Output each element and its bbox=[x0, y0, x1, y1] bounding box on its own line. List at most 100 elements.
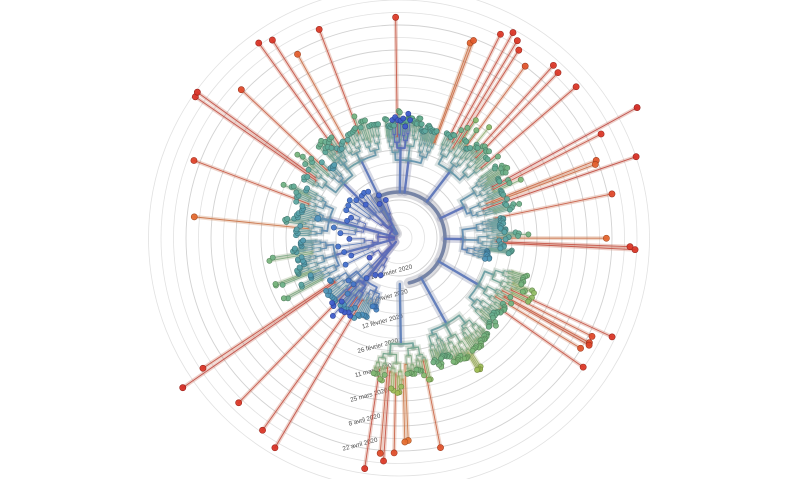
tree-branch[interactable] bbox=[494, 209, 511, 214]
tree-branch[interactable] bbox=[301, 205, 315, 212]
tree-branch[interactable] bbox=[468, 283, 480, 303]
tree-branch[interactable] bbox=[388, 342, 402, 356]
tree-branch[interactable] bbox=[420, 143, 426, 153]
tree-branch[interactable] bbox=[371, 124, 375, 137]
tree-branch[interactable] bbox=[335, 167, 343, 177]
tree-branch[interactable] bbox=[466, 352, 478, 371]
tree-branch[interactable] bbox=[512, 283, 535, 294]
tree-branch[interactable] bbox=[453, 346, 458, 355]
tree-branch[interactable] bbox=[442, 144, 448, 151]
tree-branch[interactable] bbox=[487, 191, 495, 195]
tree-branch[interactable] bbox=[345, 209, 361, 222]
tree-branch[interactable] bbox=[497, 234, 506, 237]
tip-node[interactable] bbox=[235, 399, 243, 407]
tree-branch[interactable] bbox=[470, 211, 478, 217]
tip-node[interactable] bbox=[304, 173, 311, 180]
tip-node[interactable] bbox=[335, 243, 342, 250]
tip-node[interactable] bbox=[495, 153, 501, 160]
tip-node[interactable] bbox=[608, 333, 616, 341]
tree-branch[interactable] bbox=[308, 169, 318, 178]
tip-node[interactable] bbox=[492, 322, 499, 329]
tree-branch[interactable] bbox=[455, 353, 459, 359]
tree-branch[interactable] bbox=[343, 156, 348, 165]
tree-branch[interactable] bbox=[357, 296, 369, 316]
tip-node[interactable] bbox=[377, 376, 383, 382]
tree-branch[interactable] bbox=[315, 194, 324, 201]
tree-branch[interactable] bbox=[464, 148, 468, 153]
tip-node[interactable] bbox=[516, 201, 523, 207]
tree-branch[interactable] bbox=[482, 307, 490, 315]
tip-node[interactable] bbox=[279, 281, 286, 288]
tip-node[interactable] bbox=[407, 117, 414, 123]
tree-branch[interactable] bbox=[400, 379, 403, 388]
tree-branch[interactable] bbox=[485, 172, 507, 185]
tip-node[interactable] bbox=[345, 202, 352, 209]
tree-branch[interactable] bbox=[448, 136, 452, 141]
tree-branch[interactable] bbox=[488, 191, 503, 199]
tip-node[interactable] bbox=[383, 116, 390, 123]
tip-node[interactable] bbox=[308, 155, 315, 162]
tree-branch[interactable] bbox=[446, 335, 453, 344]
tree-branch[interactable] bbox=[477, 239, 483, 244]
tree-branch[interactable] bbox=[348, 263, 372, 281]
tree-branch[interactable] bbox=[392, 362, 397, 369]
tip-node[interactable] bbox=[272, 281, 279, 287]
tree-branch[interactable] bbox=[404, 133, 409, 142]
tip-node[interactable] bbox=[304, 185, 310, 192]
tree-branch[interactable] bbox=[492, 230, 502, 233]
tree-branch[interactable] bbox=[489, 305, 495, 312]
tree-branch[interactable] bbox=[462, 238, 480, 242]
tree-branch[interactable] bbox=[427, 139, 431, 147]
tip-node[interactable] bbox=[299, 153, 306, 160]
tree-branch[interactable] bbox=[440, 351, 444, 356]
tree-branch[interactable] bbox=[414, 129, 420, 141]
tree-branch[interactable] bbox=[492, 194, 504, 200]
tree-branch[interactable] bbox=[324, 264, 337, 270]
tree-branch[interactable] bbox=[391, 137, 394, 148]
tree-branch[interactable] bbox=[463, 206, 473, 215]
tree-branch[interactable] bbox=[405, 355, 409, 365]
tip-node[interactable] bbox=[505, 250, 512, 257]
tip-node[interactable] bbox=[338, 298, 345, 305]
tip-node[interactable] bbox=[388, 385, 395, 392]
tree-branch[interactable] bbox=[490, 220, 503, 224]
tree-branch[interactable] bbox=[492, 133, 602, 190]
tip-node[interactable] bbox=[314, 215, 322, 222]
tip-node[interactable] bbox=[502, 169, 509, 176]
tree-branch[interactable] bbox=[297, 271, 302, 274]
tip-node[interactable] bbox=[344, 290, 351, 297]
tree-branch[interactable] bbox=[486, 203, 493, 206]
tip-node[interactable] bbox=[298, 281, 305, 288]
tree-branch[interactable] bbox=[476, 184, 482, 188]
tree-branch[interactable] bbox=[283, 278, 323, 299]
tip-node[interactable] bbox=[515, 233, 521, 239]
tree-branch[interactable] bbox=[477, 256, 486, 260]
tip-node[interactable] bbox=[390, 449, 398, 457]
tree-branch[interactable] bbox=[420, 131, 424, 137]
tree-branch[interactable] bbox=[341, 148, 344, 153]
tree-branch[interactable] bbox=[302, 239, 317, 242]
tree-branch[interactable] bbox=[437, 260, 480, 286]
tree-branch[interactable] bbox=[500, 291, 511, 298]
tree-branch[interactable] bbox=[388, 219, 393, 227]
tip-node[interactable] bbox=[365, 188, 372, 195]
tip-node[interactable] bbox=[473, 127, 480, 134]
tree-branch[interactable] bbox=[496, 293, 512, 304]
tree-branch[interactable] bbox=[465, 249, 475, 255]
tip-node[interactable] bbox=[337, 230, 344, 237]
tip-node[interactable] bbox=[382, 197, 389, 203]
tree-branch[interactable] bbox=[489, 222, 504, 226]
tree-branch[interactable] bbox=[332, 168, 338, 175]
tree-branch[interactable] bbox=[202, 280, 336, 369]
tip-node[interactable] bbox=[496, 178, 503, 185]
tip-node[interactable] bbox=[626, 243, 634, 251]
tree-branch[interactable] bbox=[398, 370, 401, 378]
tip-node[interactable] bbox=[375, 121, 381, 128]
tree-branch[interactable] bbox=[302, 258, 311, 262]
tree-branch[interactable] bbox=[511, 271, 526, 278]
tree-branch[interactable] bbox=[345, 250, 374, 266]
tree-branch[interactable] bbox=[333, 275, 340, 280]
tree-branch[interactable] bbox=[407, 119, 411, 135]
tree-branch[interactable] bbox=[397, 376, 399, 394]
tree-branch[interactable] bbox=[493, 302, 502, 309]
